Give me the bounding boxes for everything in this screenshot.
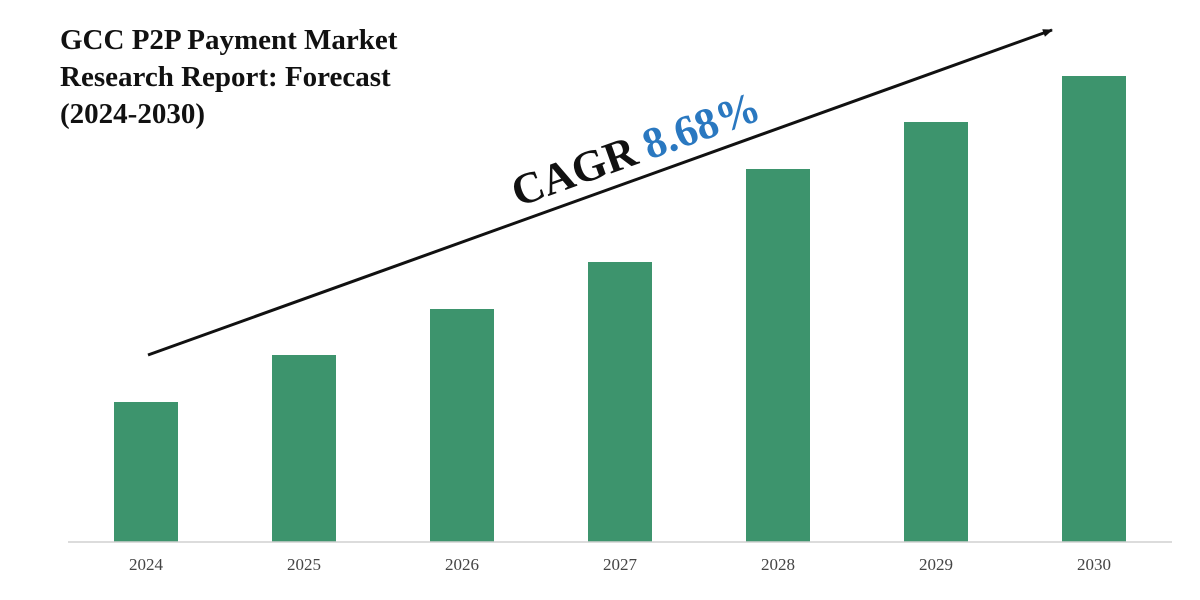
x-tick-label-2030: 2030 [1077, 555, 1111, 574]
bar-2026 [430, 309, 494, 542]
title-line-3: (2024-2030) [60, 98, 205, 130]
cagr-annotation: CAGR8.68% [505, 82, 767, 216]
x-tick-label-2025: 2025 [287, 555, 321, 574]
bar-2027 [588, 262, 652, 542]
bar-2029 [904, 122, 968, 542]
x-tick-label-2028: 2028 [761, 555, 795, 574]
bars-group [114, 76, 1126, 542]
chart-title: GCC P2P Payment Market Research Report: … [60, 24, 398, 130]
x-tick-label-2029: 2029 [919, 555, 953, 574]
bar-2024 [114, 402, 178, 542]
bar-2030 [1062, 76, 1126, 542]
bar-2028 [746, 169, 810, 542]
bar-2025 [272, 355, 336, 542]
x-tick-label-2024: 2024 [129, 555, 164, 574]
x-tick-label-2027: 2027 [603, 555, 638, 574]
trend-arrow [147, 28, 1053, 357]
x-tick-label-2026: 2026 [445, 555, 479, 574]
title-line-1: GCC P2P Payment Market [60, 24, 398, 56]
x-axis-tick-labels: 2024 2025 2026 2027 2028 2029 2030 [129, 555, 1111, 574]
title-line-2: Research Report: Forecast [60, 61, 391, 93]
